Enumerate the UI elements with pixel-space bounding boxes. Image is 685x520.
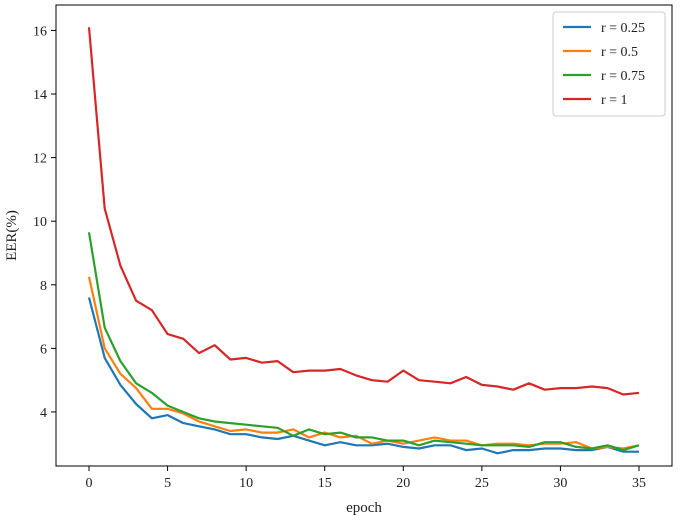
x-tick-label: 10 — [239, 476, 253, 491]
series-line-2 — [87, 276, 640, 450]
y-axis-ticks: 4 6 8 10 12 14 16 — [33, 24, 56, 421]
x-tick-label: 35 — [632, 476, 646, 491]
series-line-4 — [87, 27, 640, 396]
legend-label: r = 0.5 — [601, 45, 638, 60]
y-tick-label: 8 — [40, 279, 47, 294]
series-line-3 — [87, 232, 640, 452]
plot-frame — [55, 4, 673, 467]
x-tick-label: 15 — [318, 476, 332, 491]
x-tick-label: 25 — [475, 476, 489, 491]
legend: r = 0.25 r = 0.5 r = 0.75 r = 1 — [552, 11, 666, 117]
series-line-1 — [87, 297, 639, 455]
legend-label: r = 1 — [601, 93, 628, 108]
y-tick-label: 16 — [33, 24, 47, 39]
x-tick-label: 20 — [396, 476, 410, 491]
legend-label: r = 0.25 — [601, 21, 645, 36]
x-tick-label: 30 — [553, 476, 567, 491]
y-tick-label: 10 — [33, 215, 47, 230]
x-tick-label: 5 — [164, 476, 171, 491]
y-tick-label: 6 — [40, 342, 47, 357]
x-axis-label: epoch — [346, 500, 382, 516]
legend-box — [552, 11, 666, 117]
y-tick-label: 12 — [33, 152, 47, 167]
legend-label: r = 0.75 — [601, 69, 645, 84]
plot-lines — [87, 27, 640, 455]
x-tick-label: 0 — [86, 476, 93, 491]
y-tick-label: 4 — [40, 406, 47, 421]
y-tick-label: 14 — [33, 88, 47, 103]
y-axis-label: EER(%) — [4, 210, 20, 261]
x-axis-ticks: 0 5 10 15 20 25 30 35 — [86, 466, 646, 491]
